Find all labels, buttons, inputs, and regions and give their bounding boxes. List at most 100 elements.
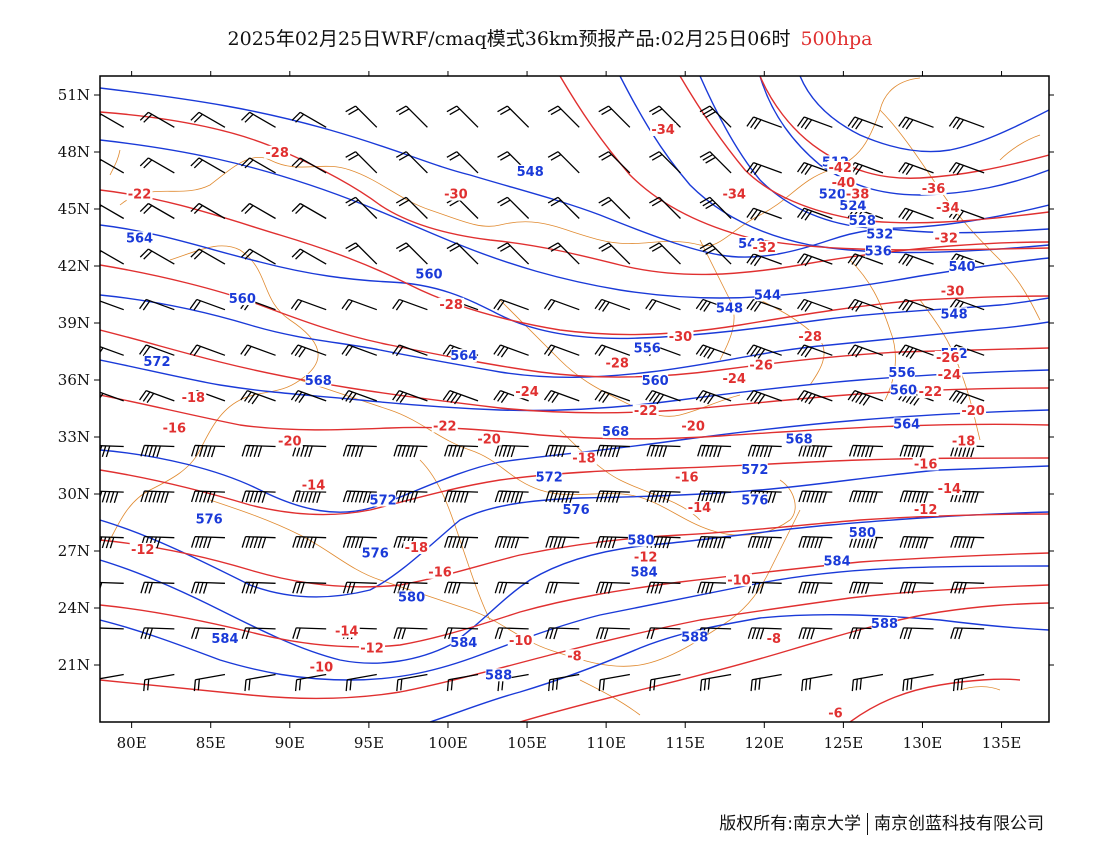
temperature-contour-label-bg: [300, 478, 327, 492]
wind-barb: [345, 673, 377, 692]
temperature-contour-label-bg: [308, 660, 335, 674]
copyright-separator: [867, 813, 868, 835]
wind-barb: [139, 157, 175, 174]
height-contour-label-bg: [819, 187, 846, 201]
wind-barb: [847, 162, 884, 176]
wind-barb: [190, 627, 225, 640]
wind-barb: [801, 673, 833, 692]
wind-barb: [100, 490, 124, 503]
temperature-contour-label-bg: [830, 176, 857, 190]
wind-barb: [100, 300, 124, 311]
wind-barb: [747, 444, 782, 458]
wind-barb: [948, 116, 985, 130]
temperature-contour-label: -20: [477, 433, 501, 448]
wind-barb: [395, 196, 428, 219]
temperature-contour-label-bg: [650, 123, 677, 136]
wind-barb: [798, 581, 833, 594]
temperature-contour-label: -30: [669, 330, 693, 345]
wind-barb: [595, 444, 630, 458]
wind-barb: [847, 253, 884, 267]
wind-barb: [595, 536, 630, 549]
temperature-contour-label-bg: [604, 356, 631, 370]
wind-barb: [543, 344, 580, 357]
temperature-contour-label-bg: [934, 200, 961, 214]
temperature-contour-label: -30: [444, 188, 468, 203]
wind-barb: [547, 105, 580, 128]
lon-tick-label: 115E: [665, 734, 705, 752]
wind-barb: [446, 151, 479, 174]
wind-barb: [100, 249, 125, 265]
height-contour-label-bg: [681, 630, 708, 644]
temperature-contour-label-bg: [950, 434, 977, 448]
height-contour-label-bg: [370, 493, 397, 507]
height-contour-label: 560: [642, 374, 669, 389]
wind-barb: [950, 536, 985, 549]
temperature-contour-label-bg: [673, 470, 700, 484]
temperature-contour-label-bg: [751, 240, 778, 254]
wind-barb: [444, 536, 479, 549]
wind-barb: [100, 581, 124, 591]
wind-barb: [100, 204, 125, 220]
wind-barb: [494, 536, 529, 549]
temperature-contour-label-bg: [725, 573, 752, 587]
height-contour-label-bg: [143, 354, 170, 368]
temperature-contour-label-bg: [764, 632, 783, 646]
wind-barb: [241, 581, 276, 594]
wind-barb: [746, 253, 782, 267]
height-contour-label-bg: [754, 288, 781, 302]
temperature-contour-label-bg: [427, 565, 454, 579]
wind-barb: [595, 581, 630, 594]
temperature-contour-label: -14: [938, 482, 962, 497]
wind-barb: [100, 445, 124, 458]
temperature-contour-label-bg: [912, 503, 939, 516]
temperature-contour-label-bg: [934, 351, 961, 364]
wind-barb: [594, 344, 631, 357]
wind-barb: [290, 298, 327, 311]
wind-barb: [898, 253, 934, 267]
wind-barb: [290, 390, 327, 404]
temperature-contour-label: -36: [922, 182, 946, 197]
height-contour-label: 540: [948, 260, 975, 275]
lat-tick-label: 36N: [58, 371, 90, 389]
height-contour-label: 580: [849, 526, 876, 541]
wind-barb: [139, 202, 175, 220]
height-contour-label: 576: [563, 503, 590, 518]
temperature-contour-label: -24: [938, 368, 962, 383]
height-contour-label-bg: [849, 525, 876, 539]
temperature-contour-label-bg: [126, 187, 153, 201]
temperature-contour-label: -18: [405, 541, 429, 556]
wind-barb: [747, 627, 782, 640]
wind-barb: [190, 444, 225, 458]
height-contour-label: 584: [450, 636, 477, 651]
wind-barb: [649, 151, 681, 174]
wind-barb: [140, 627, 175, 640]
height-contour-label: 584: [823, 554, 850, 569]
wind-barb: [493, 298, 529, 311]
wind-barb: [545, 581, 580, 594]
height-contour-label: 532: [866, 228, 893, 243]
wind-barb: [899, 536, 934, 549]
height-contour-label-bg: [631, 565, 658, 579]
temperature-contour-label-bg: [960, 404, 987, 418]
plot-frame: [99, 75, 1050, 723]
wind-barb: [100, 673, 124, 680]
wind-barb: [291, 111, 327, 128]
lon-tick-label: 130E: [903, 734, 943, 752]
wind-barb: [290, 344, 327, 358]
wind-barb: [100, 391, 124, 402]
temperature-contour-label: -14: [302, 478, 326, 493]
wind-barb: [750, 673, 782, 692]
wind-barb: [847, 116, 884, 130]
wind-barb: [190, 581, 225, 594]
wind-barb: [697, 490, 732, 503]
wind-barb: [697, 444, 732, 458]
wind-barb: [545, 490, 580, 503]
wind-barb: [444, 444, 479, 458]
copyright-org1: 南京大学: [793, 814, 861, 834]
temperature-contour-label: -22: [433, 419, 457, 434]
temperature-contour-label-bg: [565, 649, 584, 663]
wind-barb: [190, 248, 226, 265]
wind-barb: [899, 627, 934, 640]
wind-barb: [244, 673, 276, 692]
wind-barb: [393, 627, 428, 640]
